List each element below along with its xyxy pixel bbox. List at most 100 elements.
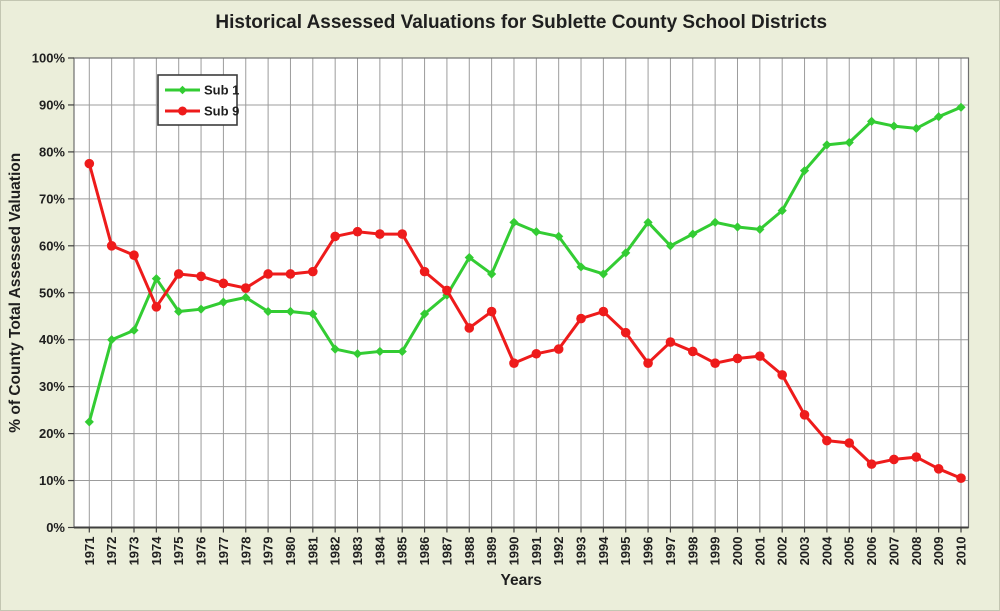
data-point-sub9	[866, 459, 877, 469]
data-point-sub9	[419, 266, 430, 277]
y-tick-label: 20%	[39, 426, 65, 441]
data-point-sub9	[129, 250, 139, 260]
x-tick-label: 1987	[439, 537, 454, 566]
data-point-sub9	[263, 269, 273, 279]
x-tick-label: 1999	[708, 537, 723, 566]
data-point-sub1	[576, 262, 586, 272]
data-point-sub1	[598, 269, 608, 279]
data-point-sub9	[352, 226, 363, 237]
x-tick-label: 1979	[261, 537, 276, 566]
x-tick-label: 1989	[484, 537, 499, 566]
legend-label: Sub 1	[204, 83, 239, 98]
data-point-sub1	[352, 349, 363, 359]
data-point-sub9	[442, 285, 452, 296]
data-point-sub1	[844, 137, 854, 148]
data-point-sub9	[464, 323, 475, 333]
data-point-sub9	[84, 158, 95, 169]
data-point-sub9	[397, 229, 408, 239]
x-tick-label: 2001	[752, 537, 767, 566]
y-tick-label: 60%	[39, 238, 65, 253]
data-point-sub9	[598, 306, 609, 317]
x-tick-label: 1975	[171, 537, 186, 566]
data-point-sub9	[218, 278, 229, 289]
x-tick-label: 1980	[283, 537, 298, 566]
data-point-sub1	[464, 252, 474, 263]
data-point-sub1	[241, 292, 251, 303]
x-tick-label: 1992	[551, 537, 566, 566]
x-tick-label: 1976	[194, 537, 209, 566]
data-point-sub9	[956, 473, 966, 484]
data-point-sub1	[799, 166, 810, 176]
data-point-sub9	[173, 269, 184, 279]
data-point-sub1	[84, 417, 94, 427]
x-tick-label: 1985	[395, 537, 410, 566]
data-point-sub1	[554, 231, 564, 242]
data-point-sub1	[196, 304, 206, 314]
x-tick-label: 1991	[529, 537, 544, 566]
data-point-sub1	[151, 274, 161, 284]
x-tick-label: 1997	[663, 537, 678, 566]
data-point-sub9	[240, 283, 251, 293]
legend-label: Sub 9	[204, 104, 239, 119]
data-point-sub1	[688, 229, 698, 239]
y-tick-label: 100%	[32, 51, 66, 66]
y-tick-label: 50%	[39, 285, 65, 300]
data-point-sub1	[777, 205, 787, 216]
data-point-sub9	[106, 241, 117, 251]
y-tick-label: 70%	[39, 191, 65, 206]
y-tick-label: 30%	[39, 379, 65, 394]
x-tick-label: 1982	[328, 537, 343, 566]
y-tick-label: 10%	[39, 473, 65, 488]
x-tick-label: 2006	[864, 537, 879, 566]
data-point-sub9	[889, 454, 899, 465]
x-tick-label: 2009	[931, 537, 946, 566]
data-point-sub1	[487, 269, 497, 279]
data-point-sub1	[531, 227, 541, 237]
x-tick-label: 2010	[954, 537, 969, 566]
data-point-sub1	[866, 116, 877, 126]
data-point-sub9	[911, 452, 922, 462]
data-point-sub1	[732, 222, 743, 232]
x-tick-label: 2004	[819, 536, 834, 566]
data-point-sub1	[710, 217, 720, 227]
data-point-sub9	[844, 438, 855, 448]
y-tick-label: 0%	[46, 520, 65, 535]
data-point-sub1	[107, 335, 117, 345]
data-point-sub1	[419, 309, 430, 319]
data-point-sub9	[710, 358, 720, 368]
x-tick-label: 1988	[462, 537, 477, 566]
data-point-sub1	[263, 306, 273, 317]
x-tick-label: 1971	[82, 537, 97, 566]
x-tick-label: 1973	[127, 537, 142, 566]
series-line-sub1	[87, 105, 963, 424]
data-point-sub9	[531, 348, 542, 359]
data-point-sub1	[621, 248, 631, 258]
x-tick-label: 1993	[574, 537, 589, 566]
data-point-sub9	[665, 337, 676, 347]
x-tick-label: 1978	[238, 537, 253, 566]
data-point-sub1	[643, 217, 653, 227]
x-tick-label: 2008	[909, 537, 924, 566]
data-point-sub9	[553, 344, 564, 354]
legend-box	[157, 74, 238, 126]
data-point-sub1	[934, 112, 944, 122]
data-point-sub9	[933, 464, 944, 474]
data-point-sub9	[330, 231, 340, 242]
x-tick-label: 2003	[797, 537, 812, 566]
data-point-sub1	[956, 102, 966, 112]
data-point-sub9	[151, 302, 162, 312]
data-point-sub1	[665, 241, 676, 251]
x-tick-label: 1984	[372, 536, 387, 566]
x-tick-label: 2000	[730, 537, 745, 566]
data-point-sub9	[755, 351, 765, 361]
data-point-sub1	[889, 121, 899, 131]
data-point-sub1	[911, 123, 921, 134]
data-point-sub9	[509, 358, 519, 368]
data-point-sub9	[643, 358, 653, 368]
y-tick-label: 90%	[39, 97, 65, 112]
data-point-sub9	[799, 410, 810, 420]
data-point-sub1	[129, 325, 139, 335]
data-point-sub1	[755, 224, 765, 234]
